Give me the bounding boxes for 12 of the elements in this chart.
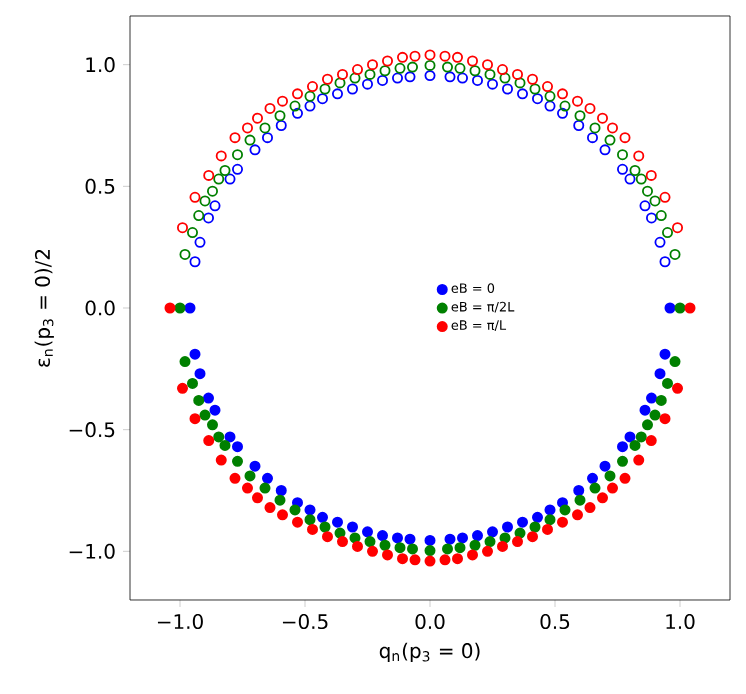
y-tick-label: −1.0 — [69, 543, 115, 559]
y-axis-title: ε$_{n}$(p$_{3}$ = 0)/2 — [34, 249, 54, 367]
x-axis-title: q$_{n}$(p$_{3}$ = 0) — [379, 642, 480, 663]
x-tick-label: −0.5 — [282, 614, 328, 630]
x-tick-label: 0.5 — [540, 614, 570, 630]
x-tick-label: 0.0 — [415, 614, 445, 630]
x-tick-label: −1.0 — [157, 614, 203, 630]
y-tick-label: −0.5 — [69, 422, 115, 438]
y-tick-label: 0.5 — [85, 178, 115, 194]
y-tick-label: 0.0 — [85, 300, 115, 316]
x-tick-label: 1.0 — [666, 614, 695, 630]
y-tick-label: 1.0 — [86, 57, 115, 73]
